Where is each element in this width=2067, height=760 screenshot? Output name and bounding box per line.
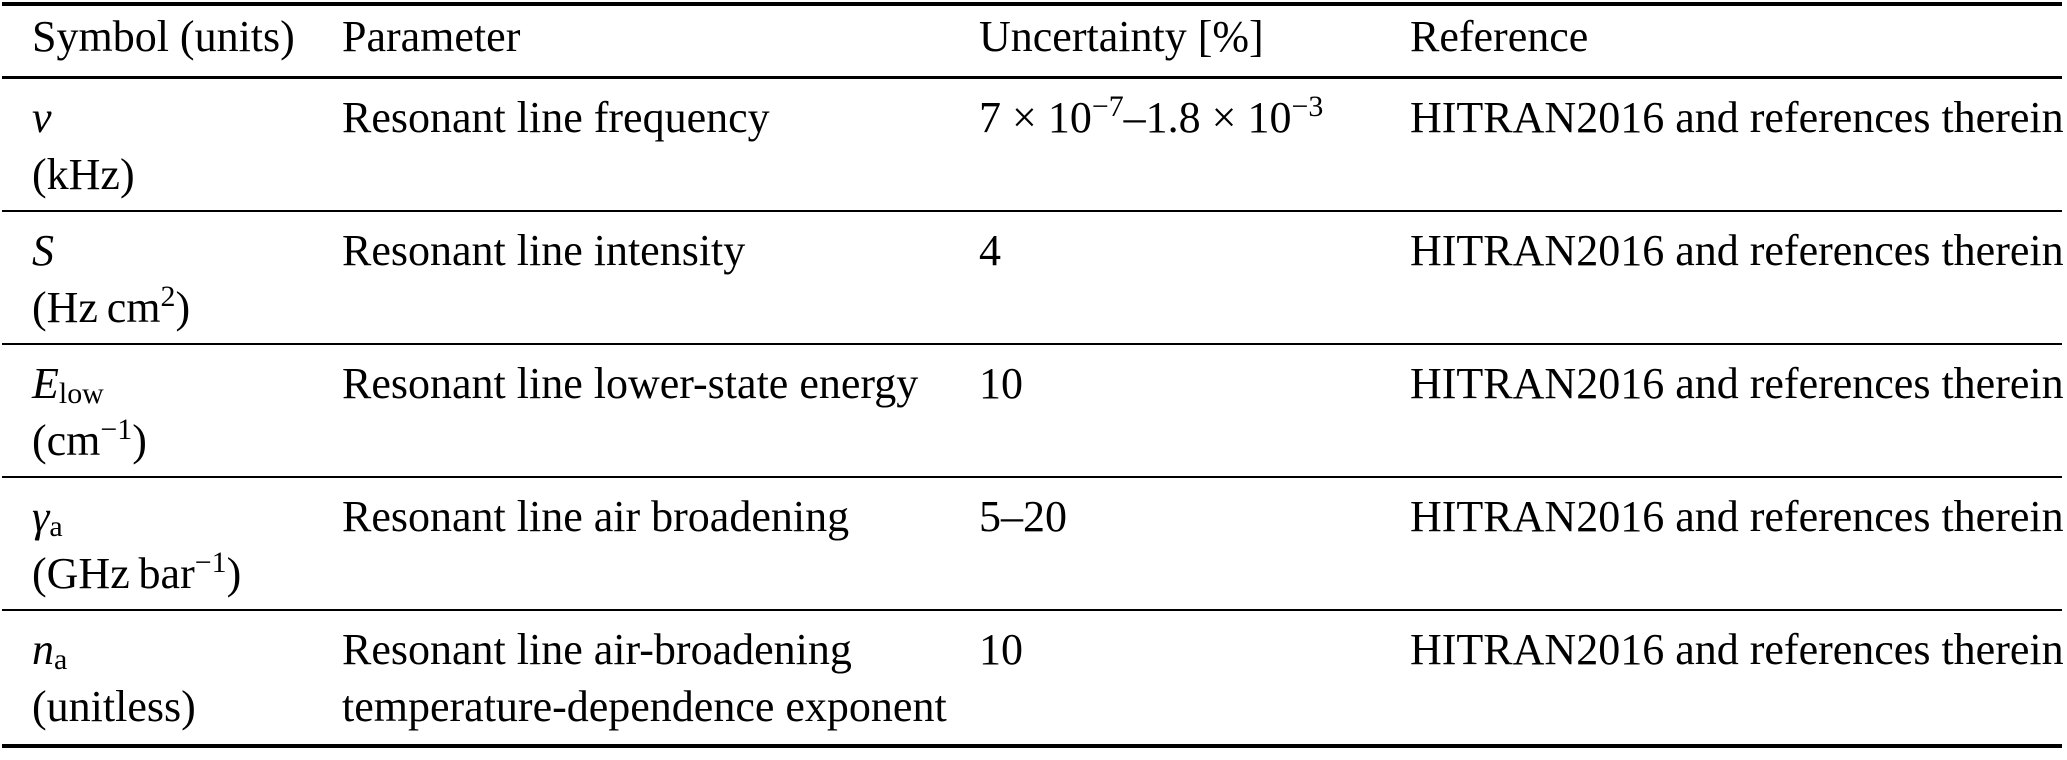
table-row: ν (kHz) Resonant line frequency 7 × 10−7… [2,79,2064,212]
parameter-cell: Resonant line air broadening [342,492,850,541]
parameters-uncertainty-table: Symbol (units) Parameter Uncertainty [%]… [2,2,2064,748]
uncertainty-cell: 10 [979,625,1023,674]
reference-cell: HITRAN2016 and references therein [1410,359,2064,408]
table-row: Elow (cm−1) Resonant line lower-state en… [2,345,2064,478]
symbol-units-cell: γa (GHz bar−1) [32,488,342,602]
table-row: γa (GHz bar−1) Resonant line air broaden… [2,478,2064,611]
symbol-units-cell: na (unitless) [32,621,342,735]
parameter-cell: Resonant line intensity [342,226,746,275]
symbol-unit: (kHz) [32,150,135,199]
symbol: Elow [32,359,104,411]
symbol-unit: (unitless) [32,682,196,731]
symbol: S [32,226,54,275]
uncertainty-cell: 4 [979,226,1001,275]
symbol: na [32,625,68,677]
symbol-unit: (GHz bar−1) [32,546,242,598]
uncertainty-cell: 10 [979,359,1023,408]
uncertainty-cell: 7 × 10−7–1.8 × 10−3 [979,90,1324,142]
uncertainty-cell: 5–20 [979,492,1067,541]
table-row: na (unitless) Resonant line air-broadeni… [2,611,2064,744]
column-header-symbol-units: Symbol (units) [32,12,295,61]
table-header-row: Symbol (units) Parameter Uncertainty [%]… [2,6,2062,79]
parameter-cell: Resonant line lower-state energy [342,359,919,408]
table-row: S (Hz cm2) Resonant line intensity 4 HIT… [2,212,2064,345]
column-header-parameter: Parameter [342,12,521,61]
column-header-reference: Reference [1410,12,1589,61]
symbol-unit: (Hz cm2) [32,280,191,332]
symbol-units-cell: Elow (cm−1) [32,355,342,469]
symbol-units-cell: ν (kHz) [32,89,342,203]
symbol: ν [32,93,52,142]
symbol: γa [32,492,63,544]
symbol-unit: (cm−1) [32,413,147,465]
column-header-uncertainty: Uncertainty [%] [979,12,1264,61]
reference-cell: HITRAN2016 and references therein [1410,492,2064,541]
reference-cell: HITRAN2016 and references therein [1410,625,2064,674]
parameter-cell: Resonant line frequency [342,93,770,142]
symbol-units-cell: S (Hz cm2) [32,222,342,336]
reference-cell: HITRAN2016 and references therein [1410,226,2064,275]
parameter-cell: Resonant line air-broadening temperature… [342,625,947,731]
reference-cell: HITRAN2016 and references therein [1410,93,2064,142]
